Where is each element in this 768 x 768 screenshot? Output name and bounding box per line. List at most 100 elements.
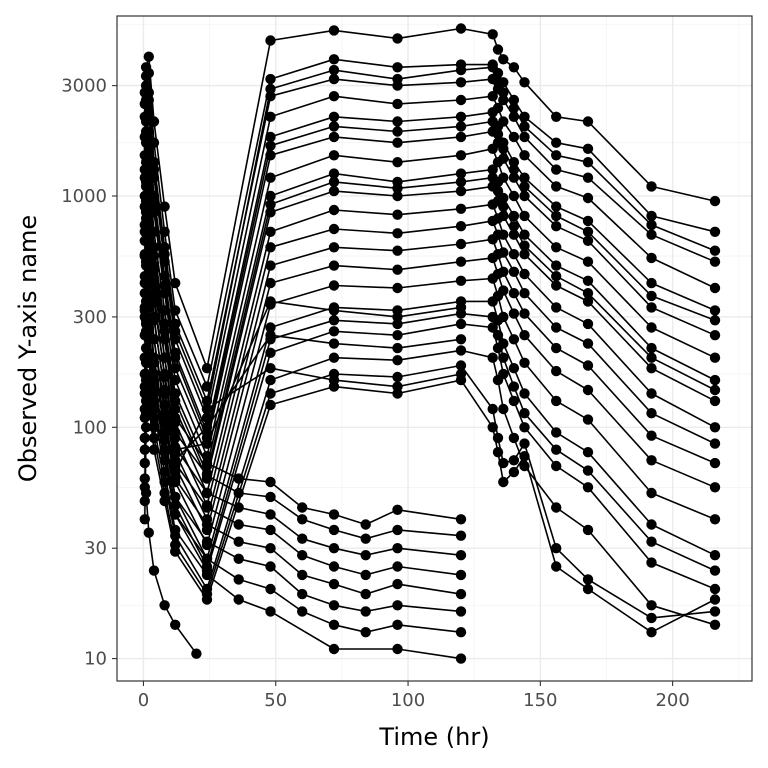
data-point [508, 249, 520, 260]
data-point [392, 282, 403, 294]
data-point [328, 121, 340, 132]
data-point [360, 606, 371, 617]
data-point [709, 282, 721, 294]
data-point [201, 487, 213, 499]
data-point [392, 190, 403, 202]
data-point [519, 240, 530, 251]
data-point [328, 64, 340, 76]
data-point [201, 588, 213, 600]
data-point [170, 326, 181, 337]
data-point [170, 395, 181, 407]
data-point [265, 260, 276, 271]
data-point [265, 140, 276, 151]
data-point [143, 388, 154, 399]
data-point [139, 164, 150, 175]
data-point [455, 185, 467, 197]
data-point [646, 627, 657, 638]
data-point [582, 172, 594, 183]
data-point [646, 290, 657, 302]
data-point [143, 137, 154, 148]
data-point [392, 342, 403, 354]
data-point [519, 388, 530, 399]
data-point [170, 352, 181, 363]
data-point [646, 519, 657, 530]
data-point [455, 111, 467, 123]
data-point [508, 466, 520, 478]
data-point [455, 168, 467, 179]
data-point [265, 35, 276, 46]
data-point [265, 172, 276, 183]
data-point [519, 210, 530, 222]
data-point [265, 606, 276, 617]
data-point [265, 296, 276, 307]
data-point [392, 126, 403, 137]
axes: 0 50 100 150 200 10 30 100 300 1000 3000 [61, 76, 690, 711]
data-point [551, 260, 562, 271]
x-tick-label: 50 [264, 690, 287, 711]
data-point [487, 252, 498, 264]
data-point [455, 530, 467, 541]
data-point [551, 460, 562, 472]
data-point [392, 73, 403, 85]
data-point [582, 583, 594, 595]
data-point [328, 280, 340, 291]
data-point [392, 524, 403, 536]
data-point [455, 550, 467, 561]
data-point [392, 578, 403, 590]
data-point [265, 561, 276, 572]
data-point [492, 185, 504, 197]
data-point [487, 164, 498, 175]
x-axis-title: Time (hr) [378, 723, 489, 751]
data-point [487, 91, 498, 102]
data-point [519, 131, 530, 143]
data-point [233, 574, 244, 585]
data-point [646, 388, 657, 399]
series-27 [139, 473, 202, 659]
data-point [508, 288, 520, 299]
series-1 [139, 23, 721, 374]
data-point [646, 181, 657, 192]
data-point [519, 438, 530, 449]
data-point [139, 302, 150, 313]
data-point [159, 487, 170, 499]
data-point [508, 62, 520, 73]
data-point [328, 176, 340, 188]
data-point [392, 245, 403, 256]
data-point [392, 264, 403, 275]
data-point [201, 569, 213, 581]
data-point [328, 543, 340, 554]
data-point [508, 94, 520, 106]
data-point [360, 588, 371, 600]
data-point [170, 466, 181, 478]
data-point [201, 403, 213, 415]
data-point [709, 352, 721, 363]
data-point [140, 315, 152, 326]
data-point [646, 277, 657, 289]
data-point [455, 150, 467, 161]
data-point [328, 643, 340, 655]
data-point [328, 131, 340, 143]
data-point [265, 363, 276, 374]
data-point [265, 509, 276, 520]
data-point [265, 491, 276, 503]
data-point [709, 482, 721, 493]
data-point [392, 543, 403, 554]
data-point [392, 98, 403, 110]
data-point [487, 234, 498, 245]
y-tick-label: 10 [84, 649, 107, 670]
data-point [519, 357, 530, 368]
data-point [709, 305, 721, 316]
data-point [519, 408, 530, 419]
data-point [582, 360, 594, 371]
data-point [159, 326, 170, 337]
data-point [233, 536, 244, 547]
data-point [392, 371, 403, 383]
series-line [144, 130, 716, 445]
data-point [519, 150, 530, 161]
data-point [582, 384, 594, 396]
data-point [328, 260, 340, 271]
data-point [159, 249, 170, 260]
data-point [360, 519, 371, 530]
data-point [139, 235, 150, 246]
data-point [328, 509, 340, 520]
